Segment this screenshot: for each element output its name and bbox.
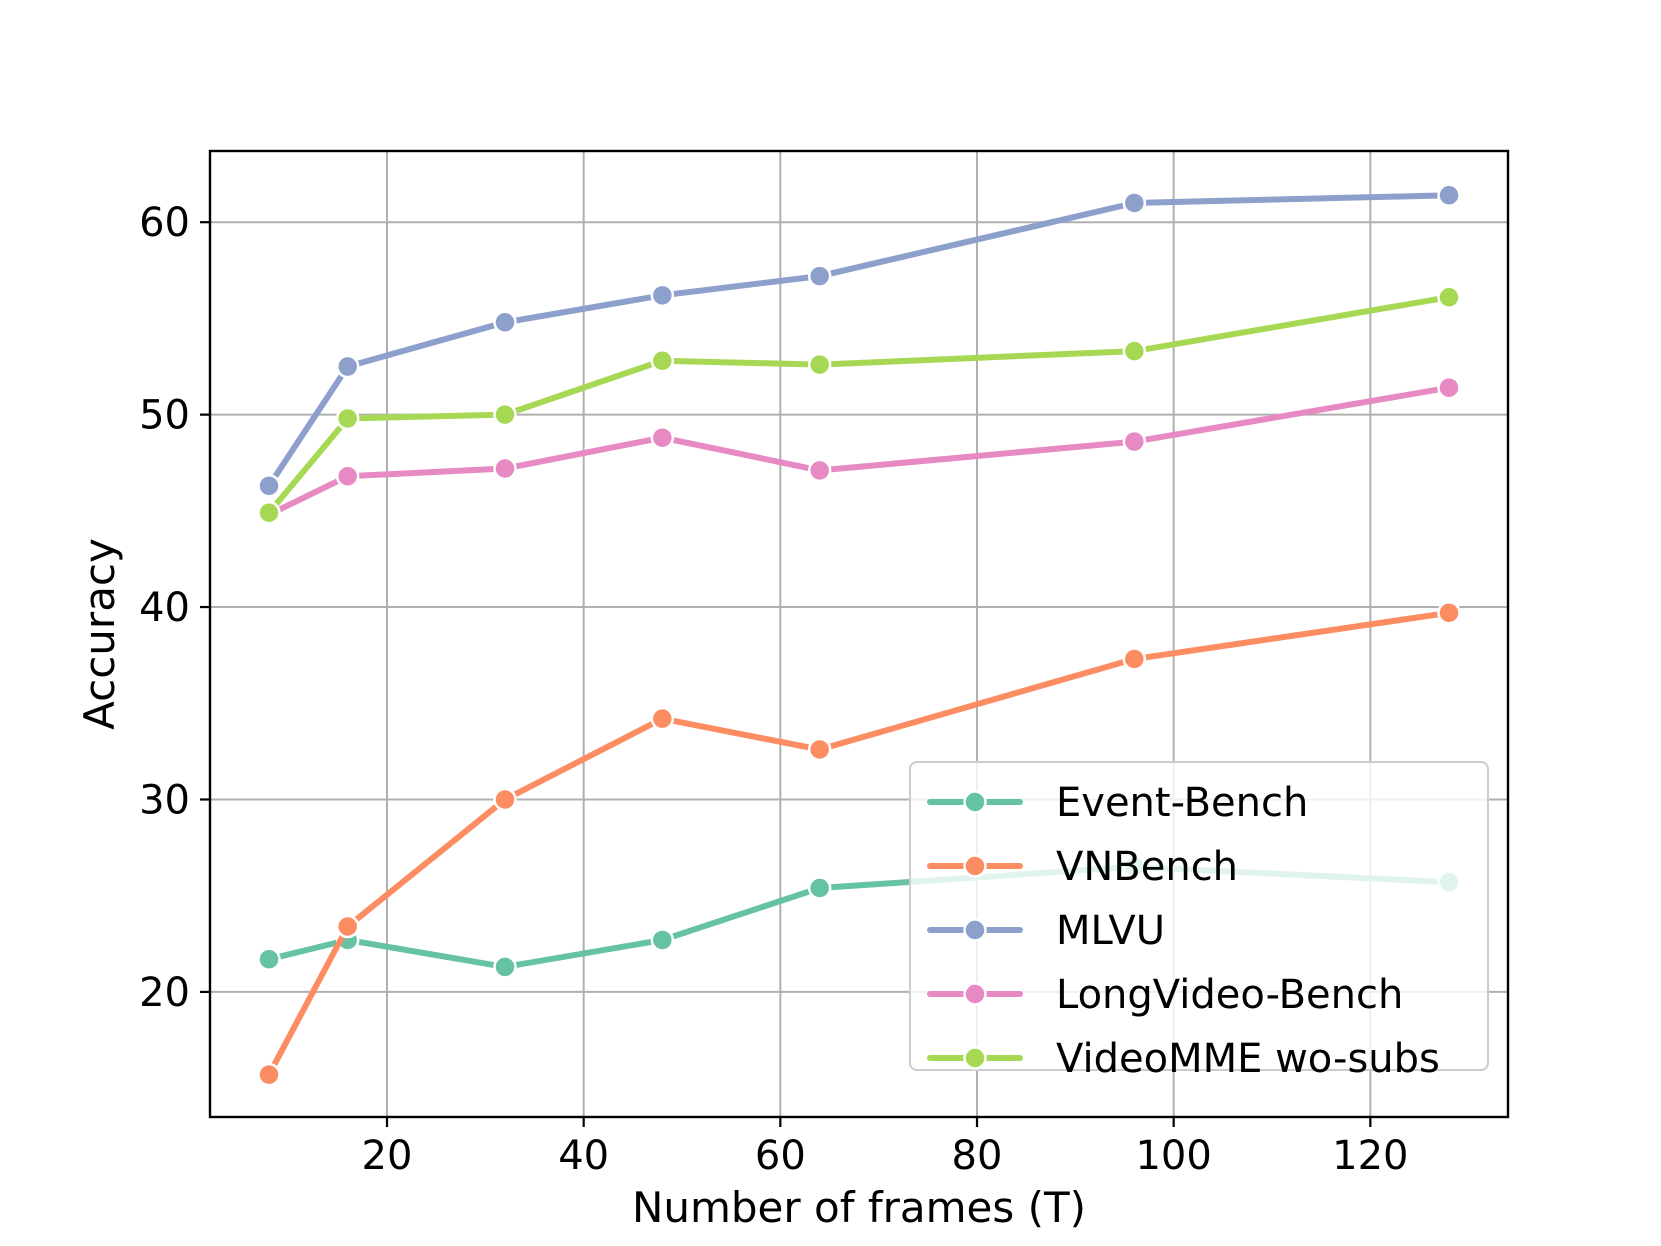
data-point [493,402,517,427]
legend-label: MLVU [1056,908,1165,954]
x-tick-label: 80 [952,1133,1003,1179]
series-videomme-wo-subs [257,285,1461,525]
legend-marker [963,982,987,1006]
data-point [335,914,360,939]
x-tick-label: 60 [755,1133,806,1179]
data-point [650,283,675,308]
data-point [1122,647,1147,671]
y-tick-label: 60 [139,200,190,246]
x-tick-label: 40 [558,1133,609,1179]
data-point [807,458,832,483]
data-point [807,737,832,762]
data-point [1437,183,1461,208]
data-point [1437,601,1461,625]
data-point [257,1062,281,1087]
axis-ticks: 20 40 60 80 100 120 20 30 40 50 60 [139,200,1408,1179]
data-point [335,464,360,488]
data-point [1437,375,1461,400]
data-point [493,787,517,812]
y-tick-label: 30 [139,777,190,823]
data-point [650,706,675,731]
legend-box [909,761,1489,1071]
data-point [650,425,675,450]
legend-item: VNBench [927,844,1238,890]
series-mlvu [257,183,1461,498]
x-tick-label: 100 [1135,1133,1211,1179]
data-point [807,352,832,377]
y-tick-label: 40 [139,585,190,631]
data-point [807,876,832,900]
legend-marker [963,1046,987,1070]
legend-label: VideoMME wo-subs [1056,1036,1440,1082]
legend-label: LongVideo-Bench [1056,972,1403,1018]
data-point [335,406,360,431]
series-layer [257,183,1461,1087]
data-point [807,264,832,288]
x-tick-label: 20 [362,1133,413,1179]
legend-marker [963,790,987,814]
data-point [257,947,281,971]
data-point [650,928,675,952]
legend: Event-Bench VNBench MLVU LongVideo-Bench Vid… [909,761,1489,1082]
data-point [650,348,675,373]
legend-item: VideoMME wo-subs [927,1036,1440,1082]
data-point [493,456,517,481]
data-point [1122,339,1147,363]
legend-label: VNBench [1056,844,1238,890]
y-axis-label: Accuracy [75,538,124,730]
data-point [1437,285,1461,309]
plot-frame [208,149,1510,1119]
data-point [1122,191,1147,215]
data-point [257,501,281,525]
x-axis-label: Number of frames (T) [632,1183,1086,1232]
legend-label: Event-Bench [1056,780,1308,826]
data-point [335,354,360,379]
y-tick-label: 20 [139,970,190,1016]
series-vnbench [257,601,1461,1087]
legend-item: Event-Bench [927,780,1308,826]
y-tick-label: 50 [139,393,190,439]
legend-item: LongVideo-Bench [927,972,1403,1018]
data-point [493,310,517,335]
legend-marker [963,854,987,878]
data-point [1122,429,1147,454]
legend-item: MLVU [927,908,1165,954]
data-point [493,955,517,979]
x-tick-label: 120 [1332,1133,1408,1179]
legend-marker [963,918,987,942]
data-point [257,474,281,498]
